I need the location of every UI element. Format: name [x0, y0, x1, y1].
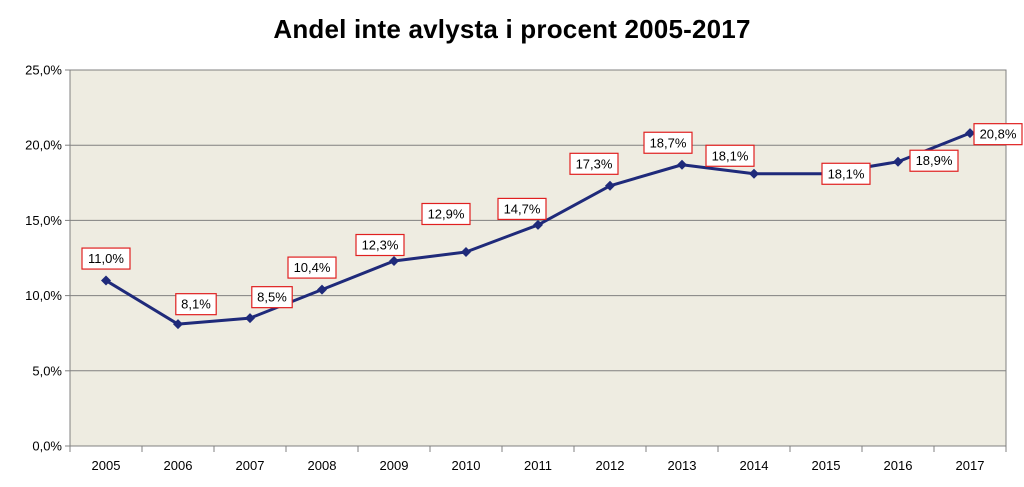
data-label-box [821, 162, 871, 185]
data-label: 8,5% [251, 286, 293, 309]
plot-area [69, 69, 1007, 447]
data-label: 18,1% [705, 144, 755, 167]
y-tick-label: 0,0% [32, 439, 62, 454]
data-point [965, 128, 975, 139]
data-label-text: 10,4% [294, 260, 331, 275]
data-point [173, 319, 183, 330]
data-label-text: 18,1% [712, 148, 749, 163]
y-axis: 0,0% 5,0% 10,0% 15,0% 20,0% 25,0% [25, 63, 71, 454]
data-label-box [421, 202, 471, 226]
data-label-text: 18,1% [828, 166, 865, 181]
data-label: 12,9% [421, 202, 471, 226]
data-label-box [705, 144, 755, 167]
x-tick-label: 2010 [452, 458, 481, 473]
data-label-box [251, 286, 293, 309]
x-tick-label: 2005 [92, 458, 121, 473]
x-tick-label: 2011 [524, 458, 552, 473]
data-label-text: 14,7% [504, 201, 541, 216]
data-point [749, 168, 759, 179]
data-label: 14,7% [497, 197, 547, 221]
data-label-box [355, 233, 405, 257]
data-label: 18,9% [909, 149, 959, 172]
x-tick-label: 2015 [812, 458, 841, 473]
data-label-box [287, 256, 337, 279]
y-tick-label: 10,0% [25, 288, 62, 303]
y-tick-label: 15,0% [25, 213, 62, 228]
data-label-text: 8,1% [181, 297, 211, 312]
data-label-text: 8,5% [257, 290, 287, 305]
data-label-text: 12,3% [362, 238, 399, 253]
data-label-box [643, 131, 693, 154]
data-labels: 11,0% 8,1% 8,5% 10,4% 12,3% 12,9% 14,7% 17,3% 18… [81, 123, 1023, 316]
data-label-text: 18,9% [916, 153, 953, 168]
y-tick-label: 20,0% [25, 138, 62, 153]
data-label-text: 17,3% [576, 156, 613, 171]
data-label-box [175, 293, 217, 316]
plot-background [69, 69, 1007, 447]
data-point [533, 219, 543, 230]
data-label-text: 20,8% [980, 127, 1017, 142]
data-label-text: 11,0% [88, 251, 124, 266]
x-axis: 2005 2006 2007 2008 2009 2010 2011 2012 2013 2014… [69, 445, 1007, 473]
data-point [101, 275, 111, 286]
y-tick-label: 5,0% [32, 363, 62, 378]
data-point [893, 156, 903, 167]
data-point [461, 246, 471, 257]
chart-title: Andel inte avlysta i procent 2005-2017 [273, 14, 751, 44]
data-label: 10,4% [287, 256, 337, 279]
data-point [245, 313, 255, 324]
x-tick-label: 2012 [596, 458, 625, 473]
x-tick-label: 2013 [668, 458, 697, 473]
data-label-box [909, 149, 959, 172]
data-label-text: 12,9% [428, 206, 465, 221]
y-tick-label: 25,0% [25, 63, 62, 78]
data-point [605, 180, 615, 191]
data-label: 18,1% [821, 162, 871, 185]
data-label-box [973, 123, 1023, 146]
data-label-box [569, 152, 619, 175]
x-tick-label: 2008 [308, 458, 337, 473]
x-tick-label: 2007 [236, 458, 265, 473]
data-label-text: 18,7% [650, 135, 687, 150]
data-point [389, 256, 399, 267]
x-tick-label: 2016 [884, 458, 913, 473]
x-tick-label: 2006 [164, 458, 193, 473]
data-label: 12,3% [355, 233, 405, 257]
data-label: 11,0% [81, 247, 131, 270]
data-label: 17,3% [569, 152, 619, 175]
data-point [677, 159, 687, 170]
x-tick-label: 2009 [380, 458, 409, 473]
data-label: 8,1% [175, 293, 217, 316]
x-tick-label: 2014 [740, 458, 769, 473]
data-point [317, 284, 327, 295]
data-label-box [497, 197, 547, 221]
data-label: 20,8% [973, 123, 1023, 146]
x-tick-label: 2017 [956, 458, 985, 473]
data-label: 18,7% [643, 131, 693, 154]
data-label-box [81, 247, 131, 270]
